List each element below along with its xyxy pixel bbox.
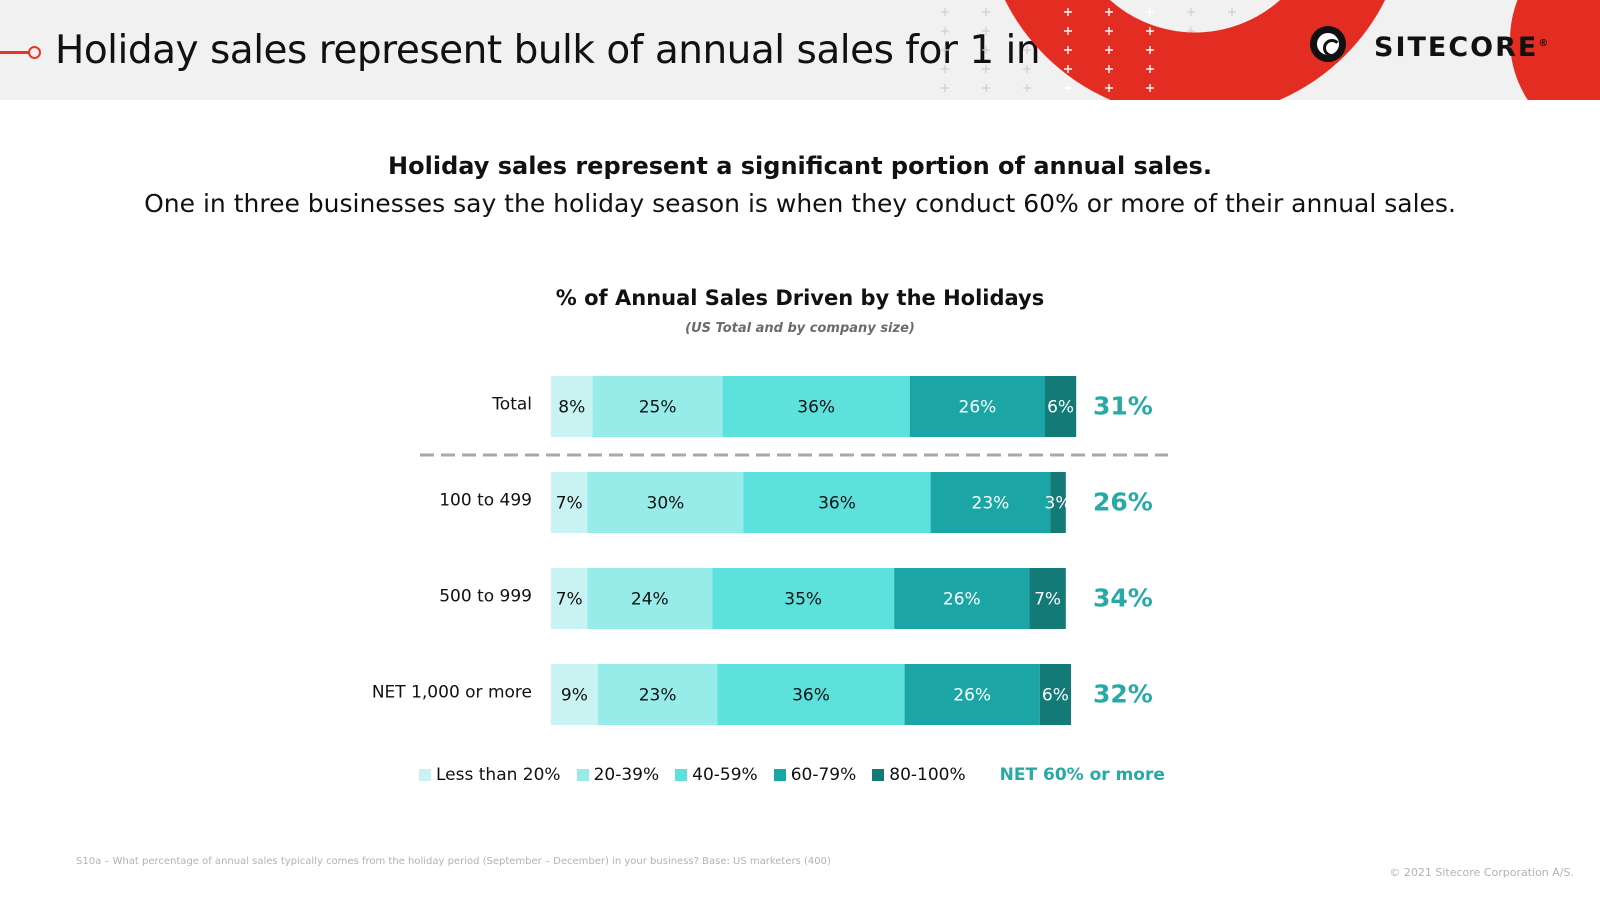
legend-label: 60-79% — [790, 765, 857, 785]
legend-swatch — [576, 769, 589, 781]
bar-segment — [551, 472, 588, 533]
category-label: 500 to 999 — [439, 587, 532, 607]
bar-segment — [894, 568, 1030, 629]
legend-label: 20-39% — [593, 765, 660, 785]
bar-segment — [909, 376, 1045, 437]
data-label: 36% — [792, 686, 830, 706]
bar-segment — [1045, 376, 1077, 437]
bar-segment — [712, 568, 895, 629]
header-accent-dot — [28, 46, 41, 59]
data-label: 6% — [1042, 686, 1069, 706]
legend-swatch — [773, 769, 786, 781]
legend-label: Less than 20% — [436, 765, 561, 785]
red-swoosh-right — [1510, 0, 1600, 100]
bar-segment — [592, 376, 723, 437]
chart-subtitle: (US Total and by company size) — [685, 321, 915, 336]
header-accent-line — [0, 51, 30, 54]
sitecore-wordmark: SITECORE® — [1374, 32, 1551, 63]
data-label: 23% — [639, 686, 677, 706]
bar-segment — [930, 472, 1051, 533]
net-value-label: 34% — [1093, 584, 1153, 613]
data-label: 3% — [1045, 494, 1072, 514]
data-label: 7% — [556, 494, 583, 514]
data-label: 26% — [959, 398, 997, 418]
net-value-label: 31% — [1093, 392, 1153, 421]
legend-label: 40-59% — [692, 765, 758, 785]
net-value-label: 26% — [1093, 488, 1153, 517]
brand-decoration — [941, 0, 1600, 100]
category-label: Total — [491, 395, 532, 415]
legend-item: Less than 20% — [419, 765, 561, 785]
data-label: 35% — [784, 590, 822, 610]
data-label: 9% — [561, 686, 588, 706]
legend-swatch — [419, 769, 431, 781]
legend-item: 20-39% — [576, 765, 660, 785]
bar-segment — [1050, 472, 1066, 533]
headline: Holiday sales represent a significant po… — [388, 152, 1212, 180]
data-label: 25% — [639, 398, 677, 418]
data-label: 36% — [818, 494, 856, 514]
data-label: 23% — [972, 494, 1010, 514]
footnote: S10a – What percentage of annual sales t… — [76, 856, 831, 867]
data-label: 24% — [631, 590, 669, 610]
red-swoosh — [1005, 0, 1385, 100]
legend-item: 80-100% — [872, 765, 966, 785]
chart-legend: Less than 20% 20-39% 40-59% 60-79% 80-100% NE… — [419, 763, 1165, 787]
data-label: 6% — [1047, 398, 1074, 418]
category-label: 100 to 499 — [439, 491, 532, 511]
data-label: 30% — [647, 494, 685, 514]
bar-segment — [551, 664, 598, 725]
bar-segment — [904, 664, 1040, 725]
bar-segment — [597, 664, 718, 725]
data-label: 26% — [953, 686, 991, 706]
bar-segment — [587, 568, 713, 629]
copyright: © 2021 Sitecore Corporation A/S. — [1389, 866, 1574, 879]
subline: One in three businesses say the holiday … — [144, 189, 1456, 218]
data-label: 26% — [943, 590, 981, 610]
legend-item: 60-79% — [773, 765, 857, 785]
bar-segment — [587, 472, 744, 533]
page-title: Holiday sales represent bulk of annual s… — [55, 28, 1077, 73]
bar-segment — [1039, 664, 1071, 725]
legend-item: 40-59% — [675, 765, 758, 785]
sitecore-logo: SITECORE® — [1310, 26, 1570, 78]
legend-label: 80-100% — [889, 765, 966, 785]
data-label: 36% — [797, 398, 835, 418]
header-bar: Holiday sales represent bulk of annual s… — [0, 0, 1600, 100]
data-label: 7% — [1034, 590, 1061, 610]
legend-swatch — [675, 769, 688, 781]
legend-swatch — [872, 769, 885, 781]
bar-segment — [717, 664, 905, 725]
category-label: NET 1,000 or more — [372, 683, 532, 703]
bar-segment — [551, 568, 588, 629]
chart-title: % of Annual Sales Driven by the Holidays — [555, 286, 1045, 310]
bar-segment — [743, 472, 931, 533]
net-value-label: 32% — [1093, 680, 1153, 709]
data-label: 7% — [556, 590, 583, 610]
data-label: 8% — [558, 398, 585, 418]
bar-segment — [1029, 568, 1066, 629]
legend-net-label: NET 60% or more — [999, 765, 1165, 785]
bar-segment — [722, 376, 910, 437]
bar-segment — [551, 376, 593, 437]
sitecore-logo-icon — [1310, 26, 1346, 62]
